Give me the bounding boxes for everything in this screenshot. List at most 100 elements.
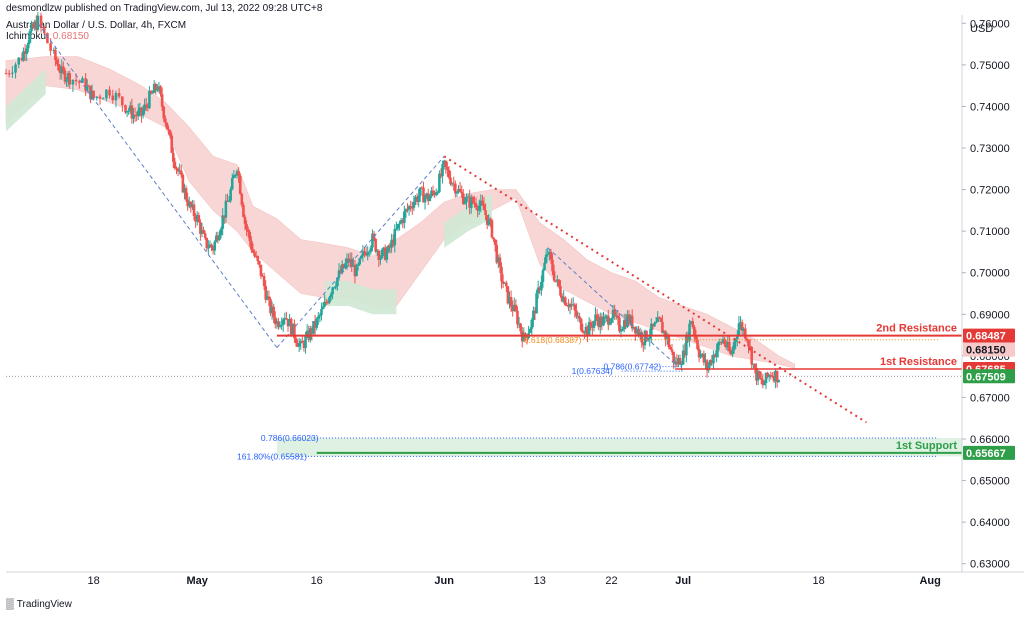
candle-body (398, 223, 401, 225)
candle-body (428, 196, 432, 201)
level-label-1st-resistance: 1st Resistance (880, 356, 957, 368)
candle-body (414, 196, 417, 202)
candle-body (774, 370, 777, 382)
candle-body (261, 275, 264, 277)
candle-body (138, 107, 142, 111)
candle-body (530, 319, 534, 329)
fib-label: 0.786(0.67742) (604, 362, 662, 372)
candle-body (726, 342, 730, 348)
candle-body (63, 70, 67, 82)
candle-body (431, 190, 435, 193)
chart-header: desmondlzw published on TradingView.com,… (6, 3, 322, 42)
y-tick-label: 0.66000 (970, 434, 1010, 446)
candle-body (90, 90, 94, 100)
candle-body (672, 351, 675, 363)
candle-body (55, 59, 59, 64)
candle-body (356, 264, 360, 266)
candle-body (34, 22, 38, 30)
candle-body (525, 336, 529, 339)
candle-body (65, 79, 68, 82)
candle-body (92, 90, 95, 99)
candle-body (219, 228, 223, 236)
candle-body (224, 200, 228, 218)
candle-body (422, 187, 425, 203)
candle-body (144, 104, 148, 106)
candle-body (203, 233, 207, 238)
candle-body (391, 239, 395, 246)
candle-body (457, 188, 460, 193)
candle-body (489, 218, 492, 221)
levels: 2nd Resistance 1st Resistance 1st Support (276, 323, 962, 454)
candle-body (191, 204, 194, 208)
price-tag-bg (963, 342, 1015, 357)
candle-body (744, 328, 747, 339)
candle-body (364, 252, 368, 256)
y-tick-label: 0.75000 (970, 60, 1010, 72)
candle-body (250, 240, 253, 250)
fib-label: 161.80%(0.65581) (237, 451, 307, 461)
candle-body (678, 357, 682, 365)
candle-body (528, 328, 532, 333)
x-tick-label: 18 (88, 575, 100, 587)
candle-body (39, 15, 43, 27)
candle-body (508, 297, 511, 304)
candle-body (715, 350, 718, 357)
time-axis[interactable]: 18 May 16 Jun 13 22 Jul 18 Aug (88, 575, 941, 587)
candle-body (173, 161, 177, 169)
candle-body (331, 287, 334, 295)
candle-body (610, 318, 613, 323)
candle-body (273, 317, 277, 325)
candle-body (575, 310, 578, 317)
price-axis[interactable]: USD 0.76000 0.75000 0.74000 0.73000 0.72000 0… (6, 15, 1024, 573)
candle-body (342, 264, 346, 268)
candle-body (4, 73, 8, 75)
ichimoku-cloud (5, 56, 795, 369)
publisher-line: desmondlzw published on TradingView.com,… (6, 3, 323, 14)
candle-body (101, 98, 105, 100)
candle-body (160, 94, 164, 107)
candle-body (211, 247, 215, 251)
candle-body (411, 207, 414, 209)
candle-body (693, 326, 696, 336)
candle-body (108, 89, 111, 96)
candle-body (396, 224, 400, 229)
candle-body (548, 251, 551, 254)
candle-body (540, 281, 543, 291)
candle-body (583, 332, 586, 334)
candle-body (77, 81, 81, 83)
candle-body (347, 258, 350, 263)
candle-body (262, 276, 266, 287)
candle-body (326, 302, 330, 304)
candle-body (281, 319, 285, 325)
candle-body (22, 51, 25, 61)
candle-body (436, 191, 440, 194)
candle-body (380, 249, 384, 259)
cloud-bullish-area (6, 69, 46, 132)
candle-body (323, 301, 326, 307)
candle-body (707, 365, 710, 371)
candle-body (511, 306, 514, 312)
candle-body (611, 309, 615, 319)
candle-body (594, 314, 597, 322)
candle-body (650, 323, 653, 336)
candle-body (618, 317, 621, 332)
candle-body (218, 235, 221, 241)
candle-body (28, 31, 32, 43)
candle-body (352, 264, 355, 267)
candle-body (140, 107, 143, 116)
candle-body (390, 239, 393, 248)
price-tag-value: 0.67509 (966, 371, 1006, 383)
candle-body (66, 73, 70, 80)
candle-body (363, 251, 366, 253)
candle-body (84, 78, 87, 91)
candle-body (764, 372, 768, 384)
candle-body (713, 354, 717, 357)
candle-body (267, 296, 271, 300)
candle-body (348, 259, 352, 263)
candle-body (517, 323, 521, 325)
candle-body (337, 270, 341, 278)
candle-body (659, 317, 663, 322)
candle-body (751, 363, 755, 365)
candle-body (680, 364, 683, 366)
